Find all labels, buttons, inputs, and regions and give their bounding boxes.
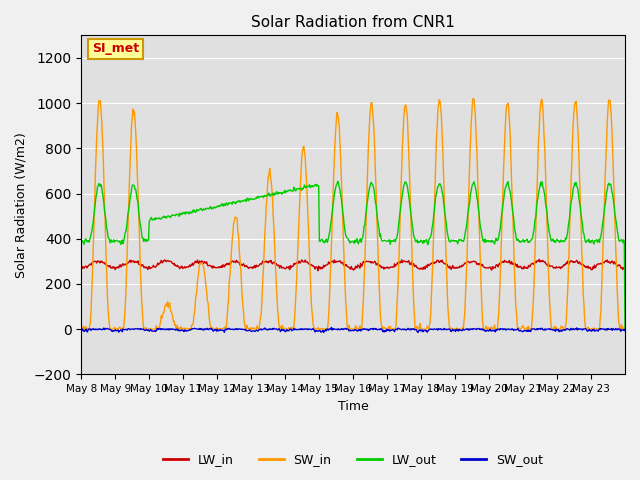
SW_in: [78, 326, 86, 332]
SW_out: [268, 326, 276, 332]
LW_out: [334, 179, 342, 184]
LW_in: [621, 266, 629, 272]
LW_in: [440, 261, 448, 266]
SW_out: [77, 328, 85, 334]
LW_in: [77, 264, 85, 269]
SW_out: [410, 326, 417, 332]
LW_out: [289, 188, 296, 194]
SW_out: [441, 327, 449, 333]
LW_out: [410, 233, 417, 239]
SW_in: [469, 96, 477, 101]
SW_out: [241, 327, 249, 333]
SW_in: [242, 325, 250, 331]
LW_in: [314, 268, 322, 274]
SW_out: [621, 328, 629, 334]
LW_out: [268, 191, 276, 197]
LW_in: [241, 264, 249, 270]
LW_out: [77, 240, 85, 246]
LW_in: [141, 264, 149, 270]
SW_out: [414, 330, 422, 336]
SW_in: [142, 324, 150, 330]
SW_in: [77, 325, 85, 331]
SW_in: [410, 300, 417, 306]
Line: LW_out: LW_out: [81, 181, 625, 329]
Line: SW_out: SW_out: [81, 327, 625, 333]
SW_out: [141, 327, 149, 333]
SW_out: [328, 324, 335, 330]
LW_out: [440, 204, 448, 210]
Text: SI_met: SI_met: [92, 42, 139, 55]
Title: Solar Radiation from CNR1: Solar Radiation from CNR1: [251, 15, 455, 30]
Y-axis label: Solar Radiation (W/m2): Solar Radiation (W/m2): [15, 132, 28, 278]
LW_in: [410, 261, 417, 267]
SW_out: [289, 327, 296, 333]
SW_in: [621, 326, 629, 332]
Line: LW_in: LW_in: [81, 260, 625, 271]
LW_out: [241, 197, 249, 203]
Line: SW_in: SW_in: [81, 98, 625, 329]
LW_out: [141, 237, 149, 243]
LW_out: [621, 326, 629, 332]
SW_in: [440, 192, 448, 197]
LW_in: [289, 264, 296, 269]
SW_in: [269, 196, 276, 202]
X-axis label: Time: Time: [338, 400, 369, 413]
SW_in: [289, 325, 297, 331]
Legend: LW_in, SW_in, LW_out, SW_out: LW_in, SW_in, LW_out, SW_out: [157, 448, 548, 471]
LW_in: [268, 261, 276, 266]
LW_in: [536, 257, 543, 263]
